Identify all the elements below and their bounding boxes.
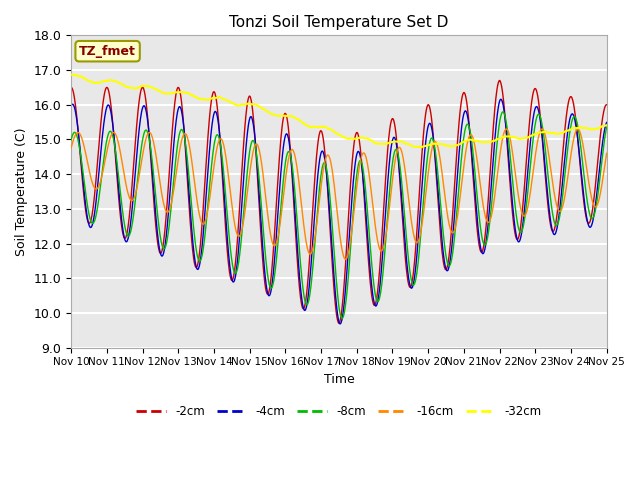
Text: TZ_fmet: TZ_fmet: [79, 45, 136, 58]
X-axis label: Time: Time: [323, 373, 355, 386]
Legend: -2cm, -4cm, -8cm, -16cm, -32cm: -2cm, -4cm, -8cm, -16cm, -32cm: [131, 400, 547, 423]
Title: Tonzi Soil Temperature Set D: Tonzi Soil Temperature Set D: [229, 15, 449, 30]
Y-axis label: Soil Temperature (C): Soil Temperature (C): [15, 127, 28, 256]
